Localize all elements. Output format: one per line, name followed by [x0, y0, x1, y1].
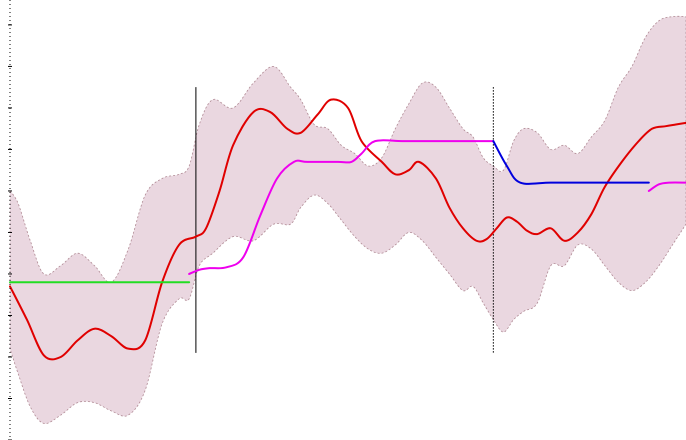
- y-axis: [8, 0, 12, 440]
- divider-lines-layer: [195, 87, 494, 353]
- series-layer: [9, 98, 686, 361]
- series-line-2: [188, 139, 495, 275]
- confidence-band: [9, 15, 686, 424]
- confidence-band-layer: [9, 15, 686, 424]
- series-line-3: [647, 181, 686, 192]
- series-line-5: [492, 140, 650, 185]
- series-line-1: [9, 98, 686, 361]
